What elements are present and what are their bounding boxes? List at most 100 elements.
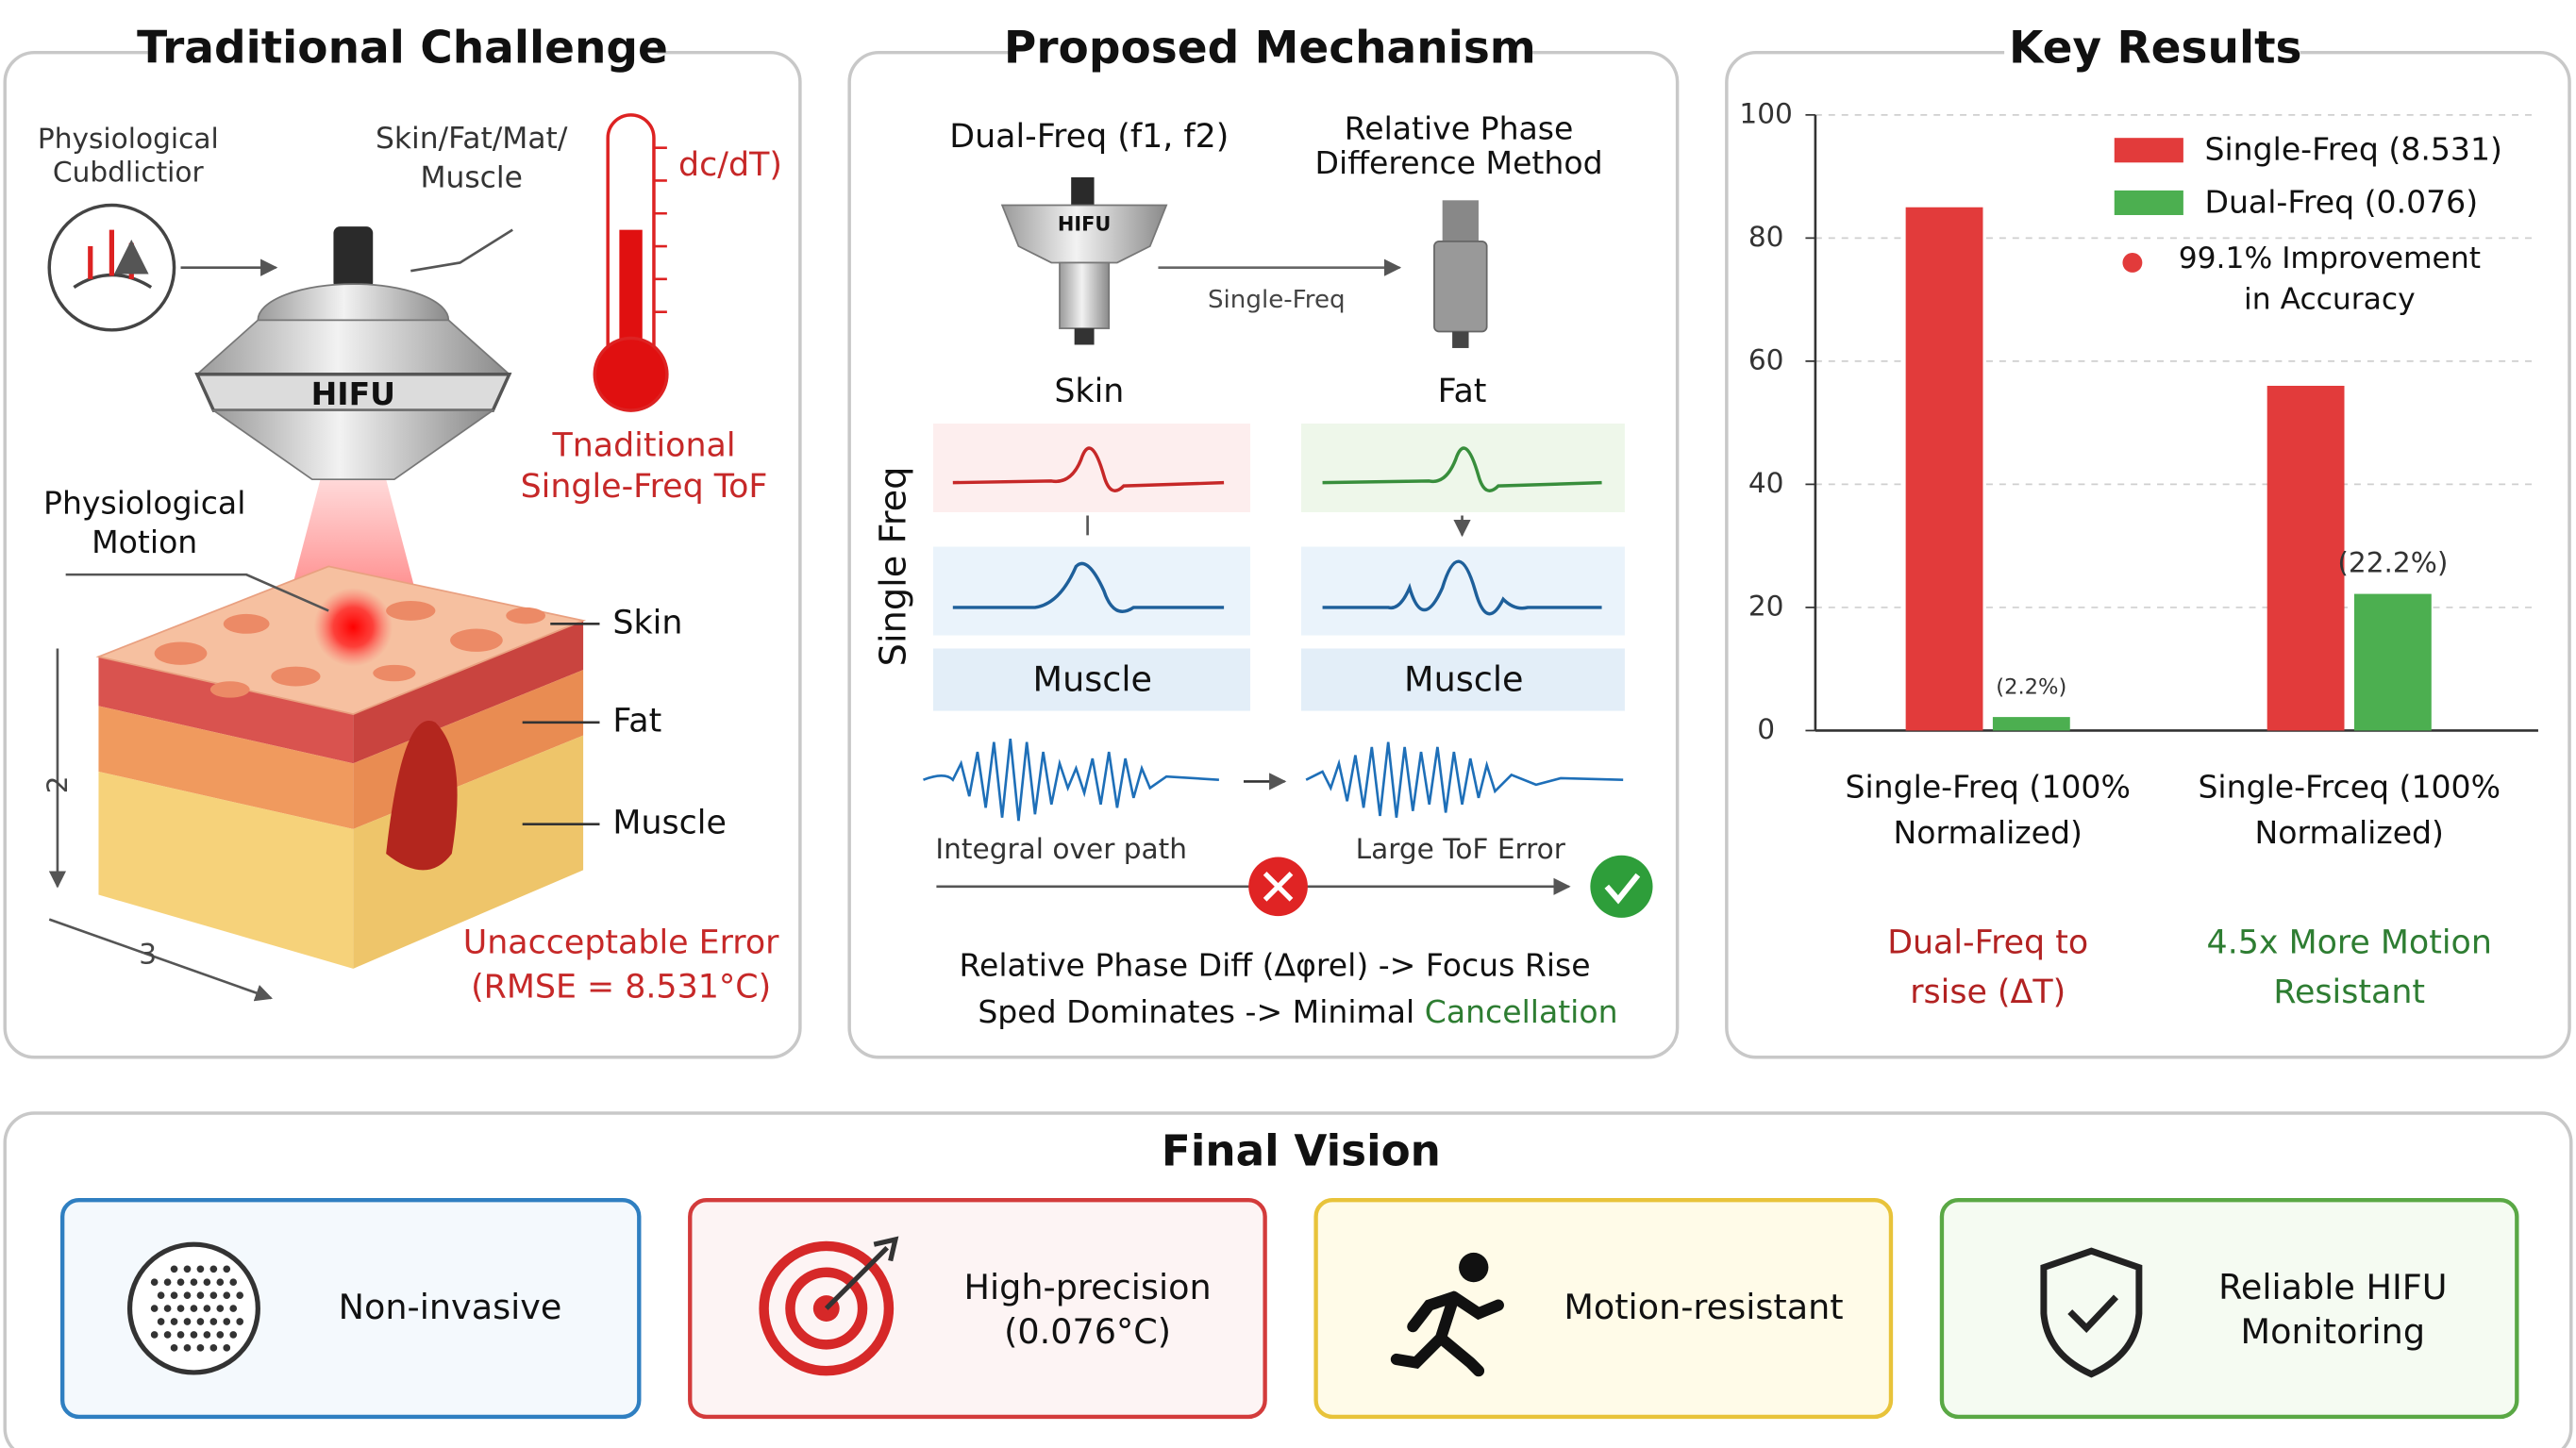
dot bbox=[223, 1265, 231, 1273]
wave-box bbox=[1300, 424, 1625, 512]
muscle-box bbox=[932, 648, 1250, 711]
x-tick-label: Single-Freq (100% Normalized) bbox=[1846, 768, 2131, 851]
dot bbox=[209, 1265, 218, 1273]
panel-title: Proposed Mechanism bbox=[1004, 22, 1536, 74]
bar bbox=[1992, 717, 2070, 731]
bar bbox=[2267, 385, 2345, 731]
dot bbox=[170, 1291, 178, 1299]
dot bbox=[163, 1305, 172, 1312]
dot bbox=[236, 1291, 244, 1299]
vessel bbox=[386, 721, 458, 871]
dot bbox=[176, 1331, 185, 1339]
legend-dot bbox=[2122, 253, 2143, 273]
shield-icon bbox=[2040, 1247, 2143, 1378]
arrow bbox=[1086, 515, 1463, 535]
shield-icon bbox=[2067, 1294, 2119, 1333]
dot bbox=[196, 1265, 205, 1273]
dot bbox=[183, 1344, 192, 1352]
legend-entry: Single-Freq (8.531) bbox=[2205, 131, 2502, 168]
dot bbox=[170, 1318, 178, 1325]
title-bg bbox=[147, 25, 658, 81]
muscle-box bbox=[1300, 648, 1625, 711]
transducer-neck bbox=[1059, 261, 1111, 329]
dot bbox=[229, 1278, 238, 1287]
dot bbox=[203, 1331, 211, 1339]
text-line: Sped Dominates -> Minimal bbox=[978, 992, 1424, 1029]
value-label: (2.2%) bbox=[1996, 674, 2066, 699]
dot bbox=[203, 1278, 211, 1287]
burst bbox=[1305, 741, 1624, 818]
vision-item: Motion-resistant bbox=[1564, 1287, 1843, 1327]
dot bbox=[150, 1305, 159, 1312]
text-line: Motion-resistant bbox=[1564, 1287, 1843, 1327]
text-line: Non-invasive bbox=[339, 1287, 562, 1327]
label: Skin bbox=[1054, 373, 1124, 410]
label: Unacceptable Error (RMSE = 8.531°C) bbox=[463, 924, 779, 1007]
text-line: Single-Freq (100% bbox=[1846, 768, 2131, 805]
dot bbox=[170, 1344, 178, 1352]
thermo-ticks bbox=[653, 146, 667, 313]
layer-label: Muscle bbox=[612, 805, 726, 842]
label: Large ToF Error bbox=[1356, 833, 1566, 865]
text-line: (0.076°C) bbox=[1004, 1311, 1171, 1352]
cross-icon bbox=[1263, 872, 1294, 902]
muscle-front bbox=[98, 771, 354, 969]
label: 2 bbox=[42, 775, 74, 793]
text-line: Physiological bbox=[38, 122, 219, 154]
label: Physiological Motion bbox=[43, 484, 245, 560]
dot bbox=[196, 1344, 205, 1352]
y-tick-label: 60 bbox=[1748, 343, 1784, 375]
title-backgrounds bbox=[147, 25, 2300, 81]
runner-icon bbox=[1459, 1252, 1489, 1283]
title-bg bbox=[2004, 25, 2300, 81]
transducer-cone bbox=[210, 409, 496, 481]
x-tick-label: Single-Frceq (100% Normalized) bbox=[2198, 768, 2501, 851]
note: 4.5x More Motion Resistant bbox=[2207, 924, 2492, 1011]
vision-item: High-precision (0.076°C) bbox=[964, 1267, 1212, 1352]
dot bbox=[203, 1305, 211, 1312]
label: Single Freq bbox=[872, 467, 914, 667]
dot bbox=[190, 1305, 198, 1312]
panel bbox=[3, 1111, 2573, 1448]
skin-front bbox=[98, 657, 354, 764]
text-line: Dual-Freq to bbox=[1887, 924, 2088, 962]
transducer-tip bbox=[1074, 328, 1095, 345]
text-line: Single-Freq ToF bbox=[521, 468, 768, 506]
card bbox=[1313, 1198, 1894, 1420]
dot bbox=[176, 1305, 185, 1312]
y-tick-label: 0 bbox=[1757, 713, 1775, 745]
text-line: Monitoring bbox=[2241, 1311, 2425, 1352]
transducer-body bbox=[194, 319, 512, 375]
layer-label: Skin bbox=[612, 604, 682, 641]
waveform bbox=[952, 561, 1225, 613]
bar bbox=[2353, 593, 2432, 731]
text-line: Skin/Fat/Mat/ bbox=[376, 122, 568, 156]
title-bg bbox=[1010, 25, 1529, 81]
probe bbox=[1433, 240, 1488, 333]
text-line: 4.5x More Motion bbox=[2207, 924, 2492, 962]
text-line: High-precision bbox=[964, 1267, 1212, 1307]
note: Dual-Freq to rsise (ΔT) bbox=[1887, 924, 2088, 1011]
dot bbox=[190, 1278, 198, 1287]
text-line: Difference Method bbox=[1315, 144, 1603, 181]
annotation: 99.1% Improvement in Accuracy bbox=[2179, 241, 2481, 317]
section-title: Final Vision bbox=[1162, 1125, 1441, 1175]
text-line: Normalized) bbox=[1893, 814, 2082, 851]
layer-label: Fat bbox=[612, 703, 661, 741]
dot bbox=[150, 1331, 159, 1339]
summary: Sped Dominates -> Minimal Cancellation bbox=[978, 992, 1617, 1029]
transducer bbox=[1000, 204, 1168, 264]
text-line: Motion bbox=[92, 524, 197, 560]
dot bbox=[150, 1278, 159, 1287]
dot bbox=[163, 1331, 172, 1339]
text-line: Relative Phase bbox=[1345, 109, 1574, 146]
label: Relative Phase Diff (Δφrel) -> Focus Ris… bbox=[960, 947, 1591, 984]
probe bbox=[1442, 200, 1479, 241]
waveform bbox=[1322, 446, 1602, 492]
legend-entry: Dual-Freq (0.076) bbox=[2205, 183, 2479, 220]
label: 3 bbox=[139, 938, 157, 970]
leader bbox=[65, 573, 329, 612]
text-line: Cancellation bbox=[1425, 992, 1618, 1029]
